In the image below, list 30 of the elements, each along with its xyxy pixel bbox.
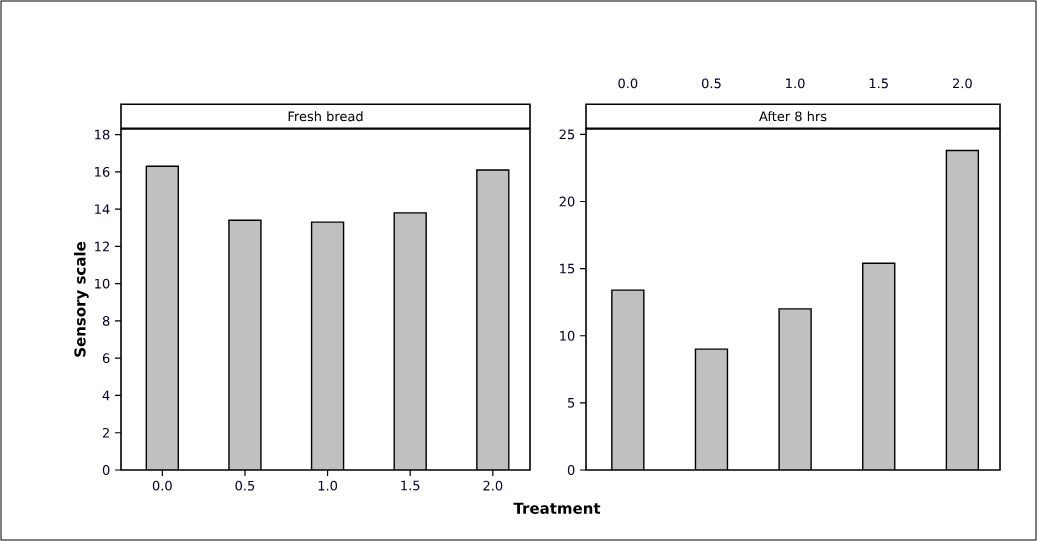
y-tick-label: 20 xyxy=(559,196,575,207)
y-tick-label: 16 xyxy=(95,166,110,177)
y-tick-label: 10 xyxy=(95,278,110,289)
x-tick-label: 1.0 xyxy=(318,480,338,491)
x-tick-label: 1.0 xyxy=(786,78,805,89)
y-tick-label: 2 xyxy=(102,427,109,438)
y-tick-label: 4 xyxy=(102,390,110,401)
y-tick-label: 12 xyxy=(95,241,109,252)
y-tick-label: 0 xyxy=(102,465,110,475)
y-tick-label: 8 xyxy=(102,316,110,326)
x-tick-label: 1.5 xyxy=(401,480,420,491)
y-tick-label: 15 xyxy=(560,263,575,274)
y-tick-label: 0 xyxy=(567,465,575,475)
x-tick-label: 0.5 xyxy=(701,78,721,89)
x-axis-title: Treatment xyxy=(513,502,601,514)
y-axis-title: Sensory scale xyxy=(74,241,89,357)
y-tick-label: 18 xyxy=(95,129,110,140)
x-tick-label: 0.0 xyxy=(152,480,172,491)
y-tick-label: 25 xyxy=(559,129,575,140)
x-tick-label: 0.0 xyxy=(618,78,638,89)
y-tick-label: 14 xyxy=(95,204,110,214)
x-tick-label: 2.0 xyxy=(952,78,972,89)
chart-title: Fresh bread xyxy=(288,111,363,122)
x-tick-label: 2.0 xyxy=(483,480,503,491)
x-tick-label: 0.5 xyxy=(235,480,255,491)
y-tick-label: 6 xyxy=(102,353,110,364)
x-tick-label: 1.5 xyxy=(869,78,888,89)
y-tick-label: 10 xyxy=(560,330,575,341)
chart-title: After 8 hrs xyxy=(759,111,827,122)
y-tick-label: 5 xyxy=(568,398,575,408)
